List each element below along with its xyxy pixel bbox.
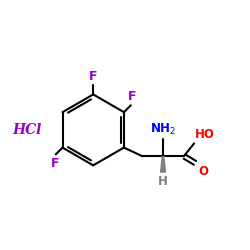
Polygon shape — [160, 157, 166, 172]
Text: H: H — [158, 175, 168, 188]
Text: F: F — [89, 70, 98, 84]
Text: NH$_2$: NH$_2$ — [150, 122, 176, 137]
Text: HCl: HCl — [12, 123, 42, 137]
Text: HO: HO — [195, 128, 215, 141]
Text: O: O — [198, 166, 208, 178]
Text: F: F — [128, 90, 136, 103]
Text: F: F — [50, 157, 59, 170]
